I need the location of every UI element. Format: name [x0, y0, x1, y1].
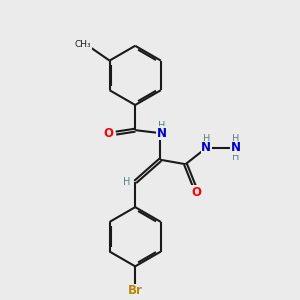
Text: H: H: [123, 177, 130, 187]
Text: O: O: [103, 127, 114, 140]
Text: N: N: [157, 127, 167, 140]
Text: N: N: [231, 141, 241, 154]
Text: H: H: [232, 134, 239, 144]
Text: H: H: [158, 121, 166, 131]
Text: H: H: [202, 134, 210, 144]
Text: CH₃: CH₃: [75, 40, 91, 50]
Text: Br: Br: [128, 284, 142, 297]
Text: N: N: [201, 141, 211, 154]
Text: H: H: [232, 152, 239, 162]
Text: O: O: [191, 186, 201, 199]
